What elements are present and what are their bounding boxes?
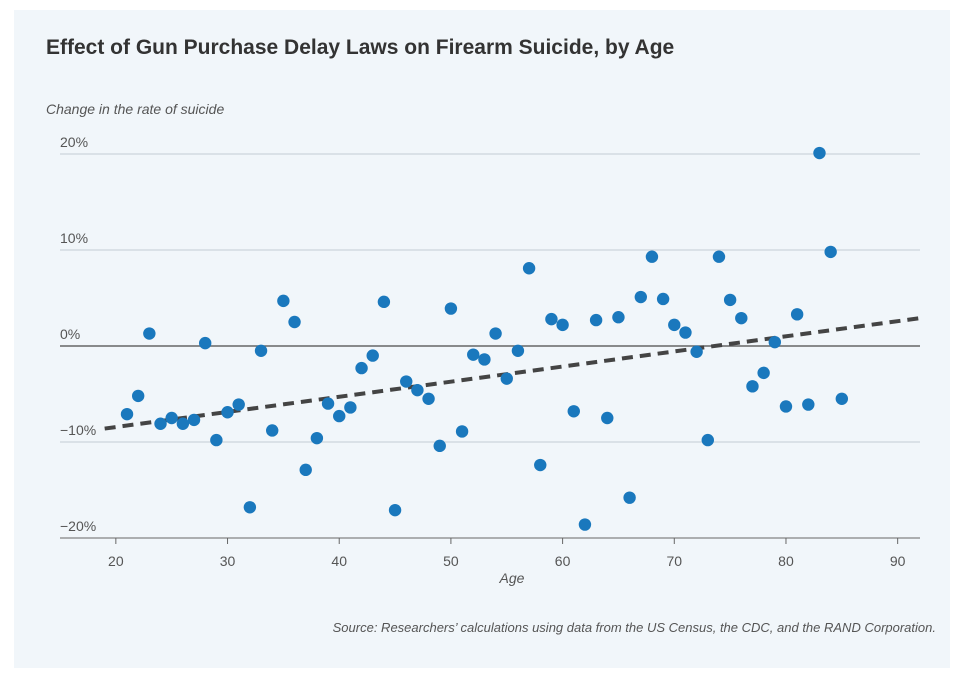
data-point — [589, 313, 603, 327]
data-point — [198, 336, 212, 350]
data-point — [779, 400, 793, 413]
data-point — [422, 392, 435, 405]
source-note: Source: Researchers’ calculations using … — [332, 620, 936, 635]
data-point — [165, 411, 178, 425]
data-point — [556, 318, 569, 332]
y-axis-label: Change in the rate of suicide — [46, 101, 225, 117]
data-point — [735, 311, 748, 325]
data-point — [400, 375, 413, 388]
data-point — [243, 501, 257, 514]
data-point — [143, 327, 156, 340]
data-point — [444, 302, 458, 315]
trend-line-group — [104, 316, 921, 431]
y-tick-label: 0% — [60, 326, 80, 342]
data-point — [567, 405, 580, 418]
data-point — [366, 349, 379, 362]
data-point — [299, 463, 312, 477]
x-tick-label: 20 — [108, 553, 124, 569]
data-point — [333, 409, 346, 423]
x-tick-label: 90 — [890, 553, 906, 569]
y-tick-label: −10% — [60, 422, 96, 438]
data-point — [455, 425, 469, 438]
data-point — [232, 398, 245, 411]
data-point — [802, 398, 815, 411]
trend-line — [104, 316, 921, 431]
data-point — [355, 361, 368, 375]
data-point — [489, 327, 502, 340]
data-point — [712, 250, 726, 263]
data-point — [522, 262, 536, 275]
data-point — [623, 491, 636, 504]
x-tick-label: 30 — [220, 553, 236, 569]
data-point — [534, 458, 547, 472]
data-point — [467, 348, 480, 361]
data-point — [411, 383, 424, 397]
data-point — [511, 344, 525, 357]
data-point — [768, 335, 782, 349]
data-point — [377, 295, 391, 309]
x-tick-label: 50 — [443, 553, 459, 569]
data-point — [813, 146, 826, 160]
data-point — [723, 293, 737, 307]
data-point — [656, 292, 670, 306]
y-tick-label: −20% — [60, 518, 96, 534]
data-point — [790, 308, 804, 321]
data-point — [131, 389, 145, 403]
data-point — [545, 312, 558, 326]
data-point — [388, 503, 402, 517]
data-point — [266, 424, 279, 437]
data-point — [601, 411, 614, 425]
y-tick-label: 20% — [60, 134, 88, 150]
data-point — [835, 392, 849, 405]
data-point — [701, 433, 714, 447]
data-points — [120, 146, 849, 531]
chart-panel — [14, 10, 950, 668]
x-axis-label: Age — [499, 570, 525, 586]
data-point — [120, 407, 134, 421]
data-point — [478, 353, 491, 366]
data-point — [824, 245, 837, 259]
data-point — [612, 311, 625, 324]
data-point — [690, 345, 703, 358]
data-point — [154, 417, 167, 430]
x-axis: 20 30 40 50 60 70 80 90 — [108, 538, 906, 569]
x-tick-label: 80 — [778, 553, 794, 569]
data-point — [277, 294, 290, 308]
data-point — [310, 431, 324, 445]
y-tick-label: 10% — [60, 230, 88, 246]
data-point — [187, 413, 201, 427]
x-tick-label: 40 — [331, 553, 347, 569]
data-point — [210, 433, 223, 447]
data-point — [578, 518, 592, 531]
data-point — [288, 315, 301, 329]
data-point — [344, 401, 357, 414]
y-tick-labels: 20% 10% 0% −10% −20% — [60, 134, 96, 534]
data-point — [668, 318, 681, 332]
data-point — [176, 417, 190, 430]
grid-lines — [60, 153, 920, 539]
x-tick-label: 60 — [555, 553, 571, 569]
chart-title: Effect of Gun Purchase Delay Laws on Fir… — [46, 36, 675, 59]
data-point — [254, 344, 268, 357]
data-point — [645, 250, 659, 263]
x-tick-label: 70 — [666, 553, 682, 569]
data-point — [746, 380, 759, 393]
data-point — [221, 406, 234, 419]
data-point — [634, 290, 647, 304]
data-point — [500, 372, 513, 385]
data-point — [321, 397, 335, 410]
data-point — [757, 366, 770, 380]
data-point — [679, 326, 692, 339]
data-point — [433, 439, 446, 453]
